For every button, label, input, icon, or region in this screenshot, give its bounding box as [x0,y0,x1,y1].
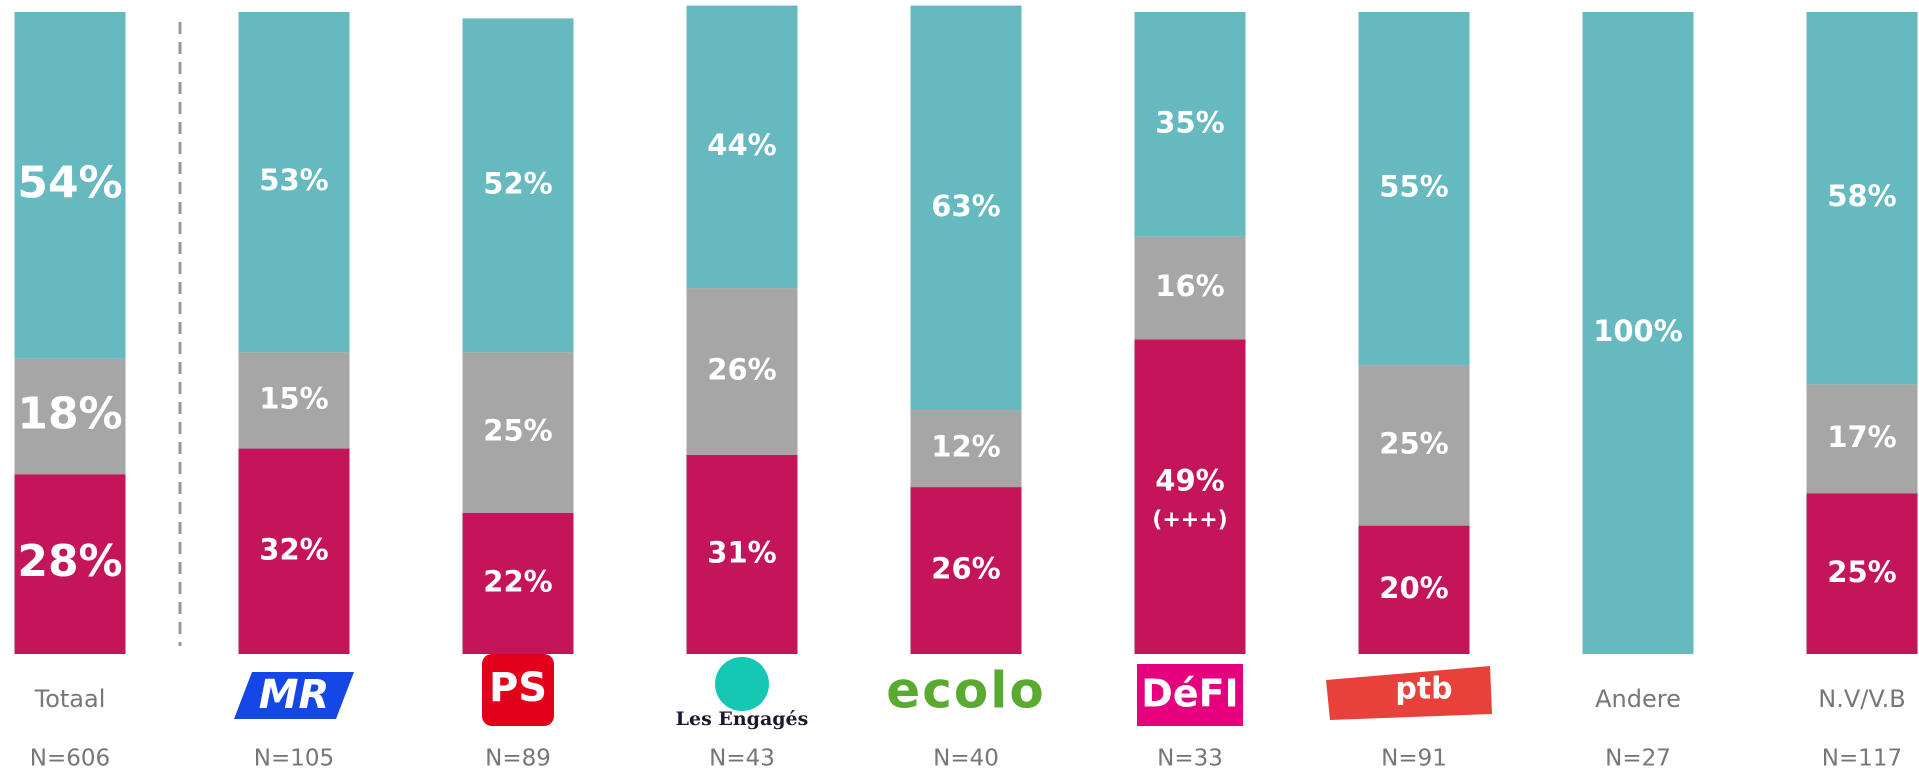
value-label: 26% [707,353,776,387]
value-label: 49% [1155,464,1224,498]
bar-segment [910,487,1022,654]
bar-segment [1806,384,1918,494]
value-label: 63% [931,189,1000,223]
value-label: 25% [1827,555,1896,589]
value-label: 35% [1155,105,1224,139]
bar-segment [686,5,798,289]
value-label: 20% [1379,571,1448,605]
value-label: 58% [1827,179,1896,213]
value-label: 53% [259,163,328,197]
logo-shape [715,657,769,711]
category-label: Andere [1595,685,1681,713]
bar-segment [1134,339,1246,654]
bar-segment [1358,525,1470,654]
bar-segment [462,18,574,353]
bar-segment [238,448,350,654]
logo-shape [482,654,554,726]
n-label: N=117 [1822,746,1902,769]
n-label: N=40 [933,746,999,769]
value-label: 26% [931,552,1000,586]
logo-shape [1326,666,1492,720]
bar-segment [238,352,350,449]
value-label: 100% [1593,314,1683,348]
logo-shape [234,672,354,719]
n-label: N=89 [485,746,551,769]
bar-segment [686,454,798,654]
bar-segment [14,474,126,654]
category-label: N.V/V.B [1818,685,1906,713]
value-label: 17% [1827,420,1896,454]
value-label: 28% [17,536,122,587]
category-label: Totaal [34,685,106,713]
category-text: Andere [1595,685,1681,713]
bar-segment [238,12,350,353]
value-label: 32% [259,532,328,566]
bar-segment [1582,12,1694,654]
n-label: N=105 [254,746,334,769]
bar-segment [462,352,574,513]
value-label: 31% [707,535,776,569]
category-label: PS [482,654,554,726]
category-label: MR [234,672,354,719]
bar-segment [686,288,798,455]
n-label: N=606 [30,746,110,769]
value-label: 12% [931,430,1000,464]
bar-segment [1134,236,1246,340]
bar-segment [14,358,126,475]
bar-segment [1806,493,1918,654]
significance-note: (+++) [1152,508,1227,533]
category-text: N.V/V.B [1818,685,1906,713]
n-label: N=33 [1157,746,1223,769]
bar-segment [14,12,126,359]
category-label: Les Engagés [676,657,809,730]
value-label: 54% [17,157,122,208]
bar-segment [1134,12,1246,237]
value-label: 25% [483,414,552,448]
bar-segment [1806,12,1918,385]
category-text: MR [259,672,330,718]
category-text: Les Engagés [676,708,809,730]
value-label: 18% [17,388,122,439]
bar-segment [462,512,574,654]
value-label: 16% [1155,269,1224,303]
value-label: 44% [707,128,776,162]
category-text: PS [489,665,547,711]
category-text: ecolo [886,662,1045,720]
category-text: ptb [1395,672,1452,707]
value-label: 25% [1379,426,1448,460]
category-text: DéFI [1141,672,1238,716]
logo-shape [1137,664,1243,726]
value-label: 22% [483,564,552,598]
value-label: 52% [483,166,552,200]
bar-segment [1358,12,1470,366]
bar-segment [910,410,1022,488]
category-label: DéFI [1137,664,1243,726]
category-text: Totaal [34,685,106,713]
bar-segment [1358,365,1470,526]
n-label: N=27 [1605,746,1671,769]
n-label: N=91 [1381,746,1447,769]
value-label: 55% [1379,170,1448,204]
n-label: N=43 [709,746,775,769]
category-label: ptb [1326,666,1492,720]
bar-segment [910,5,1022,411]
category-label: ecolo [886,662,1045,720]
value-label: 15% [259,381,328,415]
